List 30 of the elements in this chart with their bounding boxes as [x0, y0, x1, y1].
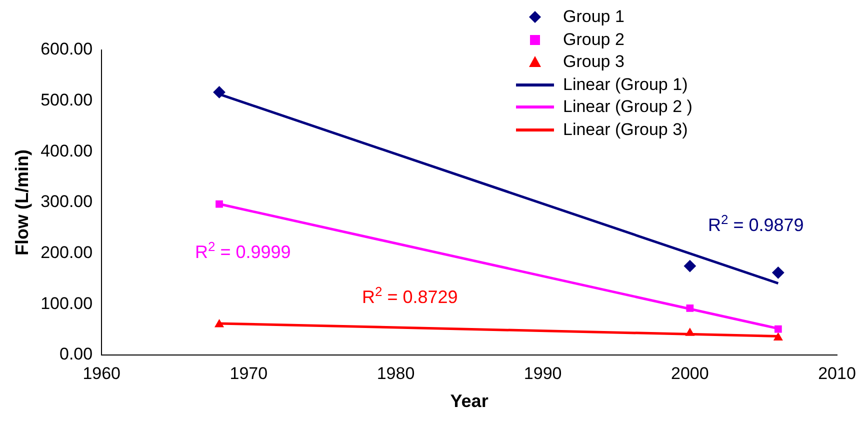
x-axis-title: Year — [450, 391, 488, 412]
legend-label: Linear (Group 2 ) — [563, 97, 692, 118]
y-tick-label: 0.00 — [60, 344, 93, 364]
point — [216, 200, 223, 208]
point — [686, 304, 694, 312]
x-tick-label: 1990 — [524, 364, 562, 383]
legend-label: Group 2 — [563, 30, 624, 50]
point — [213, 86, 226, 98]
y-tick-label: 300.00 — [40, 192, 93, 212]
legend-label: Group 1 — [563, 7, 624, 28]
x-tick-label: 2010 — [818, 364, 856, 383]
x-tick-label: 1960 — [82, 364, 121, 383]
y-axis-title: Flow (L/min) — [12, 150, 32, 256]
x-tick-label: 2000 — [671, 364, 709, 383]
point — [214, 320, 224, 328]
point — [686, 328, 694, 336]
legend-label: Linear (Group 1) — [563, 74, 688, 95]
x-tick-label: 1980 — [376, 364, 415, 383]
point — [774, 325, 782, 333]
y-tick-label: 400.00 — [40, 141, 93, 160]
point — [774, 332, 783, 340]
point — [684, 260, 696, 272]
legend-label: Group 3 — [563, 52, 624, 72]
point — [772, 266, 784, 279]
x-tick-label: 1970 — [230, 364, 268, 383]
y-tick-label: 600.00 — [40, 40, 93, 59]
y-tick-label: 100.00 — [40, 294, 93, 313]
legend-label: Linear (Group 3) — [563, 120, 688, 140]
y-tick-label: 200.00 — [40, 243, 93, 262]
y-tick-label: 500.00 — [40, 90, 93, 110]
